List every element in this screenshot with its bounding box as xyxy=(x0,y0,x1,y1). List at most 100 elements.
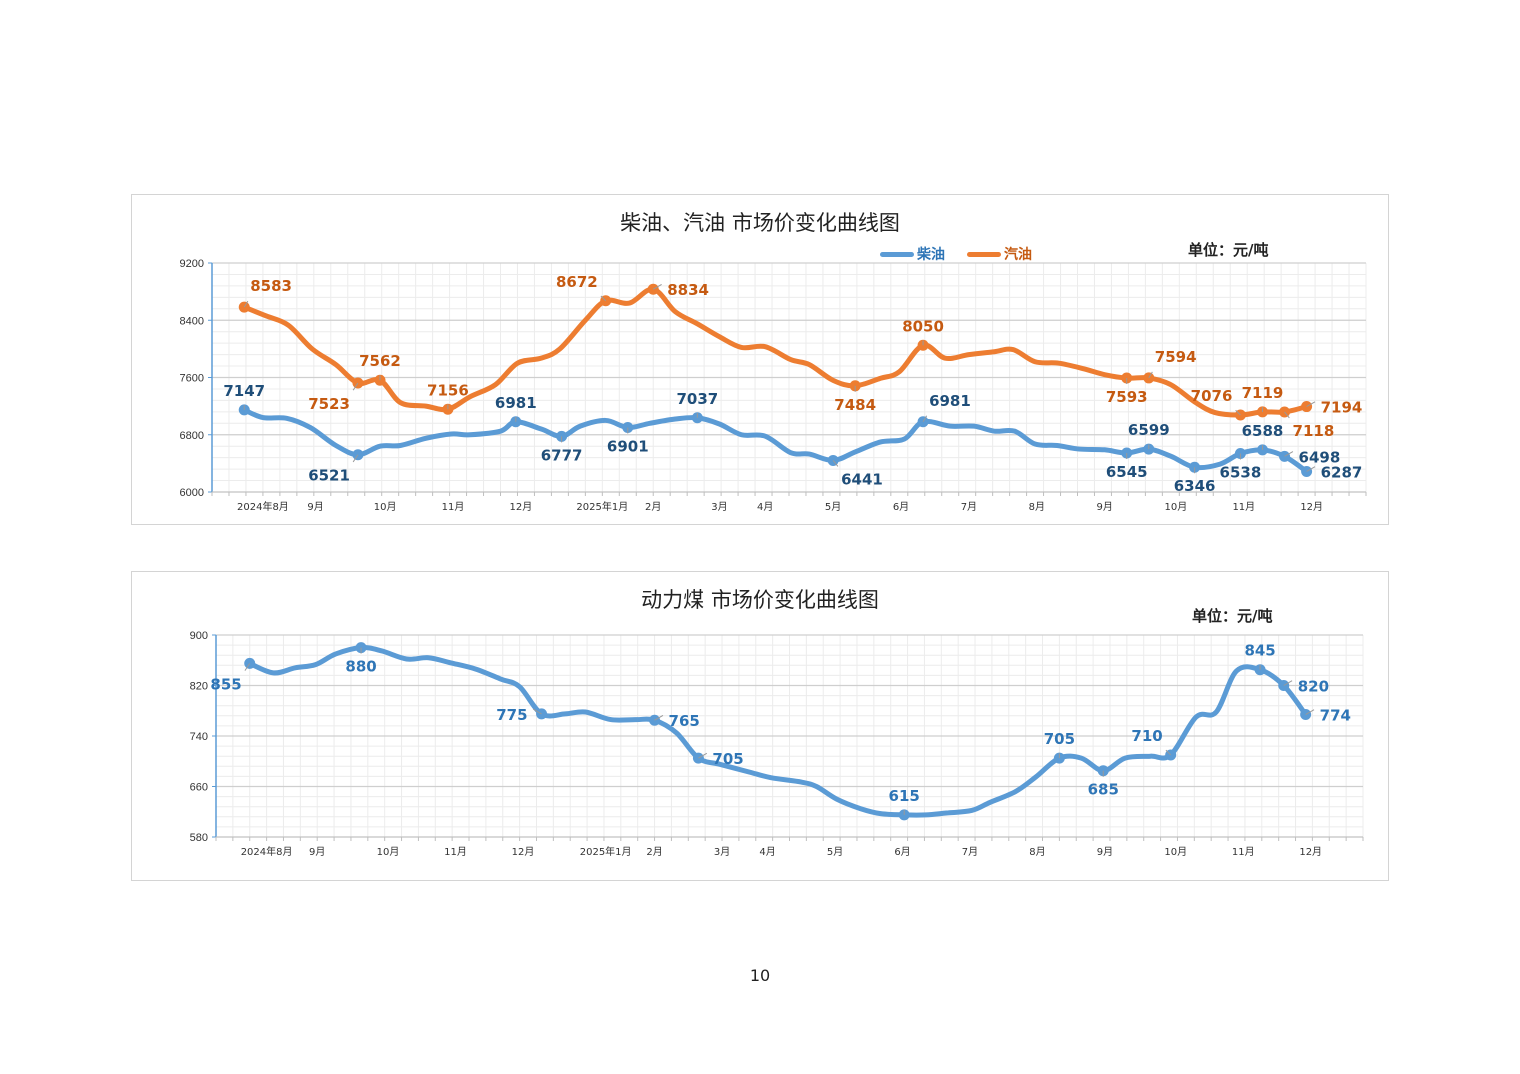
y-tick-label: 7600 xyxy=(180,373,204,385)
data-label: 7194 xyxy=(1321,399,1363,417)
x-tick-label: 6月 xyxy=(893,501,909,513)
series-line-0 xyxy=(247,645,1309,818)
data-label: 6901 xyxy=(607,438,649,456)
x-tick-label: 12月 xyxy=(509,501,532,513)
data-label: 8583 xyxy=(250,277,292,295)
x-tick-label: 4月 xyxy=(757,501,773,513)
data-label-leader xyxy=(1306,401,1316,407)
legend-item-gasoline: 汽油 xyxy=(967,244,1032,264)
x-tick-label: 2月 xyxy=(646,846,662,858)
coal-price-chart: 动力煤 市场价变化曲线图 单位：元/吨 580 660 740 820 900 2024年… xyxy=(131,571,1389,881)
data-label: 6777 xyxy=(541,446,583,464)
x-tick-label: 12月 xyxy=(1300,501,1323,513)
x-tick-label: 2025年1月 xyxy=(576,500,628,513)
x-tick-label: 2月 xyxy=(645,501,661,513)
y-tick-label: 660 xyxy=(190,782,208,794)
data-label: 8050 xyxy=(902,317,944,335)
data-label-leader xyxy=(1306,466,1316,472)
fuel-price-plot: 6000 6800 7600 8400 9200 2024年8月 9月 10月 11月 12月 20… xyxy=(180,258,1367,513)
data-label: 6981 xyxy=(929,392,971,410)
x-tick-label: 5月 xyxy=(825,501,841,513)
data-label-leader xyxy=(532,708,542,715)
data-label-leader xyxy=(1284,451,1294,457)
y-tick-label: 580 xyxy=(190,832,208,844)
x-tick-label: 5月 xyxy=(827,846,843,858)
legend-swatch-diesel xyxy=(880,251,914,257)
data-label: 6521 xyxy=(308,467,350,485)
x-tick-label: 8月 xyxy=(1029,501,1045,513)
x-tick-label: 2025年1月 xyxy=(580,845,632,858)
data-point-marker xyxy=(1256,444,1268,456)
data-label-leader xyxy=(652,283,662,290)
data-label: 6599 xyxy=(1128,421,1170,439)
data-label: 7594 xyxy=(1155,348,1197,366)
x-tick-label: 9月 xyxy=(1097,846,1113,858)
chart-legend: 柴油 汽油 xyxy=(880,244,1032,264)
data-label: 820 xyxy=(1298,678,1329,696)
x-tick-label: 2024年8月 xyxy=(237,500,289,513)
data-label: 6588 xyxy=(1242,422,1284,440)
unit-label: 单位：元/吨 xyxy=(1188,241,1269,259)
data-label-leader xyxy=(352,454,359,463)
y-tick-label: 6800 xyxy=(180,430,204,442)
data-label: 765 xyxy=(669,712,700,730)
data-label: 855 xyxy=(210,675,241,693)
data-label-leader xyxy=(1284,411,1290,419)
y-tick-label: 740 xyxy=(190,731,208,743)
data-label: 7076 xyxy=(1191,387,1233,405)
y-tick-label: 820 xyxy=(190,681,208,693)
data-label-leader xyxy=(1148,371,1153,379)
page-number: 10 xyxy=(749,966,771,985)
x-tick-label: 11月 xyxy=(1232,501,1255,513)
legend-swatch-gasoline xyxy=(967,251,1001,257)
y-tick-label: 6000 xyxy=(180,487,204,499)
data-label: 6441 xyxy=(841,470,883,488)
data-label: 6545 xyxy=(1106,463,1148,481)
x-tick-label: 9月 xyxy=(1096,501,1112,513)
data-label: 7593 xyxy=(1106,388,1148,406)
data-label: 774 xyxy=(1320,707,1351,725)
data-label: 6287 xyxy=(1321,463,1363,481)
x-tick-label: 11月 xyxy=(444,846,467,858)
coal-price-plot: 580 660 740 820 900 2024年8月 9月 10月 11月 12月 2025年1月… xyxy=(190,630,1364,858)
x-tick-label: 4月 xyxy=(759,846,775,858)
x-tick-label: 10月 xyxy=(1165,501,1188,513)
data-label: 6498 xyxy=(1299,448,1341,466)
data-label: 6538 xyxy=(1220,463,1262,481)
data-label: 6346 xyxy=(1174,477,1216,495)
data-label: 7118 xyxy=(1293,422,1335,440)
unit-label: 单位：元/吨 xyxy=(1192,607,1273,625)
data-label: 880 xyxy=(345,658,376,676)
data-label-leader xyxy=(1165,749,1172,756)
data-label-leader xyxy=(1283,680,1293,686)
fuel-price-chart: 柴油、汽油 市场价变化曲线图 柴油 汽油 单位：元/吨 6000 6800 7600… xyxy=(131,194,1389,525)
data-label: 685 xyxy=(1088,781,1119,799)
x-tick-label: 9月 xyxy=(307,501,323,513)
data-label: 7037 xyxy=(676,390,718,408)
data-label: 845 xyxy=(1244,642,1275,660)
data-label: 7119 xyxy=(1242,384,1284,402)
data-label: 775 xyxy=(496,706,527,724)
x-tick-label: 8月 xyxy=(1029,846,1045,858)
x-tick-label: 2024年8月 xyxy=(241,845,293,858)
x-tick-label: 10月 xyxy=(377,846,400,858)
data-label: 7156 xyxy=(427,381,469,399)
data-label: 710 xyxy=(1131,727,1162,745)
data-label-leader xyxy=(352,382,359,391)
x-tick-label: 3月 xyxy=(714,846,730,858)
data-label-leader xyxy=(922,415,928,423)
data-point-marker xyxy=(1279,406,1291,418)
chart-title: 动力煤 市场价变化曲线图 xyxy=(641,588,879,612)
data-label: 7484 xyxy=(834,396,876,414)
data-label-leader xyxy=(832,460,839,467)
legend-label-diesel: 柴油 xyxy=(917,247,945,263)
x-tick-label: 6月 xyxy=(894,846,910,858)
data-label-leader xyxy=(654,714,664,721)
y-tick-label: 8400 xyxy=(180,315,204,327)
data-label: 8834 xyxy=(667,281,709,299)
data-point-marker xyxy=(1121,372,1133,384)
data-label-leader xyxy=(243,300,249,308)
x-tick-label: 9月 xyxy=(309,846,325,858)
x-tick-label: 3月 xyxy=(711,501,727,513)
y-tick-label: 900 xyxy=(190,630,208,642)
